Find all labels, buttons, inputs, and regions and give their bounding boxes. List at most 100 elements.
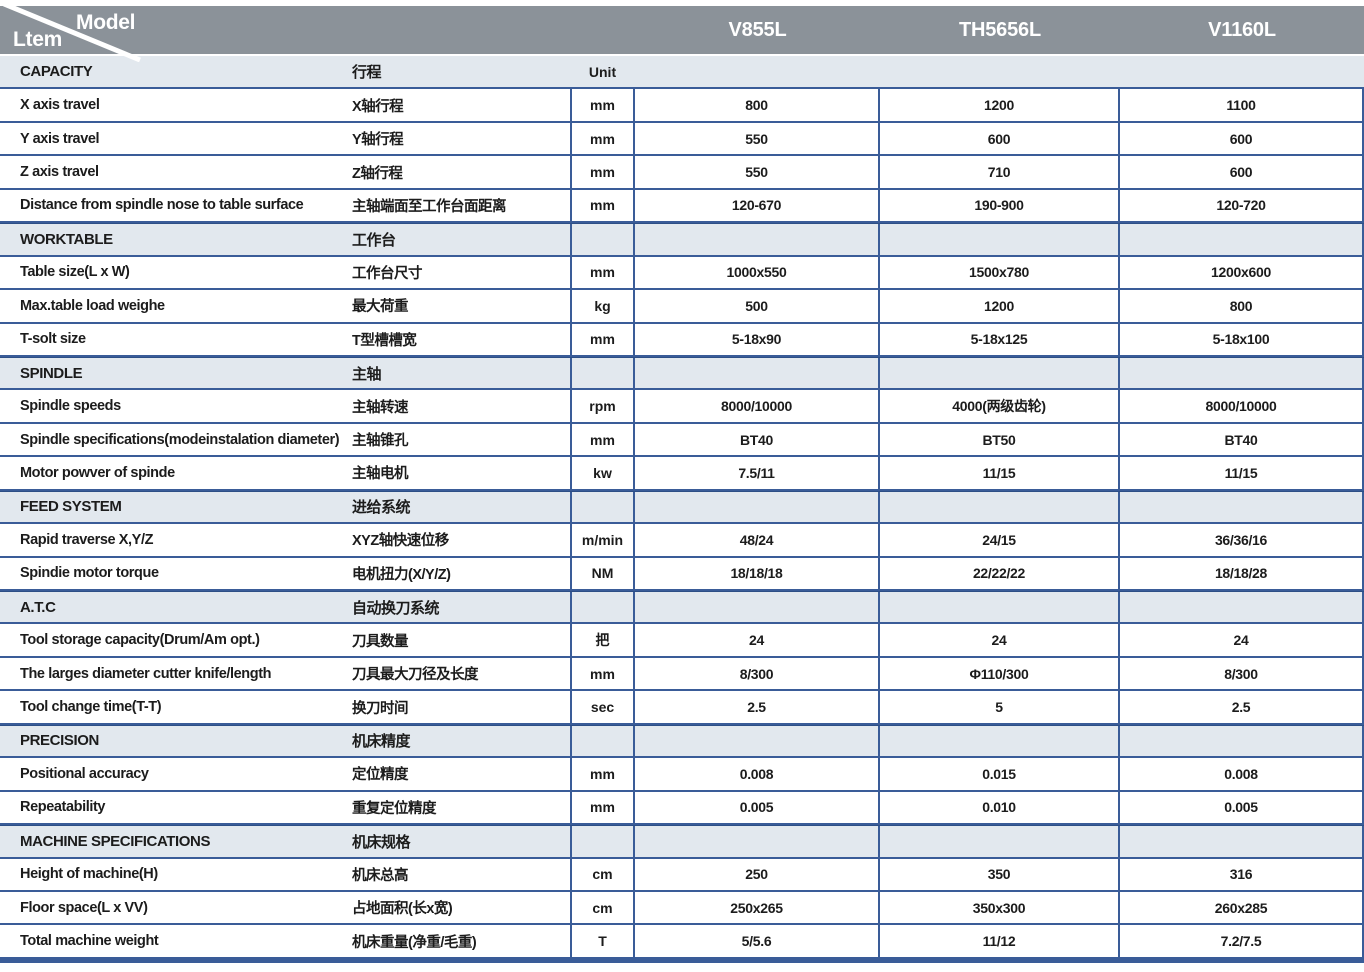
model-column-v855l: V855L xyxy=(728,18,787,41)
section-value-cell xyxy=(635,357,880,389)
spec-unit: mm xyxy=(570,323,635,355)
spec-value-v1160l: 120-720 xyxy=(1120,189,1364,222)
section-value-cell xyxy=(1120,224,1364,255)
spec-value-th5656l: 1500x780 xyxy=(880,256,1120,289)
diagonal-divider-icon xyxy=(3,6,141,62)
spec-row: Height of machine(H) 机床总高 cm 250 350 316 xyxy=(0,858,1364,892)
section-value-cell xyxy=(880,592,1120,623)
spec-label-zh: 刀具数量 xyxy=(352,633,409,650)
spec-value-th5656l: 710 xyxy=(880,156,1120,188)
section-row: WORKTABLE 工作台 xyxy=(0,223,1364,257)
spec-row: Spindle specifications(modeinstalation d… xyxy=(0,423,1364,458)
spec-value-v1160l: 800 xyxy=(1120,290,1364,322)
spec-unit: mm xyxy=(570,791,635,824)
spec-value-th5656l: 350 xyxy=(880,858,1120,890)
spec-value-v855l: 1000x550 xyxy=(635,256,880,289)
spec-value-v1160l: 5-18x100 xyxy=(1120,323,1364,355)
spec-value-v855l: 8000/10000 xyxy=(635,390,880,422)
spec-value-th5656l: 4000(两级齿轮) xyxy=(880,390,1120,422)
spec-value-v1160l: 36/36/16 xyxy=(1120,524,1364,556)
spec-row: Z axis travel Z轴行程 mm 550 710 600 xyxy=(0,156,1364,190)
section-title-zh: 机床规格 xyxy=(352,833,411,851)
spec-table-body: CAPACITY 行程 Unit X axis travel X轴行程 mm 8… xyxy=(0,56,1364,963)
spec-label-en: Y axis travel xyxy=(20,130,100,147)
spec-label-en: Spindie motor torque xyxy=(20,565,159,582)
spec-label-en: Max.table load weighe xyxy=(20,297,165,314)
section-title-en: CAPACITY xyxy=(20,63,93,81)
spec-value-v855l: 8/300 xyxy=(635,657,880,690)
spec-value-v855l: 550 xyxy=(635,156,880,188)
spec-label-en: Z axis travel xyxy=(20,164,99,181)
model-column-th5656l: TH5656L xyxy=(959,18,1041,41)
spec-value-th5656l: 600 xyxy=(880,122,1120,155)
spec-label-zh: 机床重量(净重/毛重) xyxy=(352,934,477,951)
spec-value-v1160l: 7.2/7.5 xyxy=(1120,925,1364,957)
section-title-zh: 主轴 xyxy=(352,365,382,383)
spec-value-v1160l: 260x285 xyxy=(1120,891,1364,924)
section-unit-cell: Unit xyxy=(588,63,617,80)
spec-unit: mm xyxy=(570,189,635,222)
section-unit-cell xyxy=(570,826,635,857)
spec-value-th5656l: 5-18x125 xyxy=(880,323,1120,355)
spec-row: Table size(L x W) 工作台尺寸 mm 1000x550 1500… xyxy=(0,256,1364,291)
spec-label-zh: 占地面积(长x宽) xyxy=(352,901,453,918)
spec-value-v855l: 550 xyxy=(635,122,880,155)
spec-row: Tool storage capacity(Drum/Am opt.) 刀具数量… xyxy=(0,624,1364,658)
spec-unit: rpm xyxy=(570,390,635,422)
item-header-label: Ltem xyxy=(13,28,62,51)
section-value-cell xyxy=(1120,357,1364,389)
spec-value-v1160l: 8/300 xyxy=(1120,657,1364,690)
spec-value-th5656l: BT50 xyxy=(880,423,1120,456)
table-header-band: Model Ltem V855L TH5656L V1160L xyxy=(0,6,1364,62)
section-value-cell xyxy=(1120,826,1364,857)
spec-unit: NM xyxy=(570,557,635,589)
spec-value-v855l: 24 xyxy=(635,624,880,656)
spec-label-en: Table size(L x W) xyxy=(20,264,130,281)
header-gap xyxy=(0,54,1364,56)
section-value-cell xyxy=(1120,491,1364,523)
spec-unit: sec xyxy=(570,691,635,723)
section-value-cell xyxy=(635,725,880,757)
spec-value-v1160l: 600 xyxy=(1120,156,1364,188)
section-title-zh: 进给系统 xyxy=(352,499,411,517)
section-value-cell xyxy=(1120,725,1364,757)
spec-value-v1160l: BT40 xyxy=(1120,423,1364,456)
spec-row: Repeatability 重复定位精度 mm 0.005 0.010 0.00… xyxy=(0,791,1364,826)
spec-label-en: Rapid traverse X,Y/Z xyxy=(20,531,154,548)
spec-label-en: Positional accuracy xyxy=(20,765,149,782)
model-column-v1160l: V1160L xyxy=(1208,18,1276,41)
spec-value-v855l: 250 xyxy=(635,858,880,890)
spec-value-th5656l: 22/22/22 xyxy=(880,557,1120,589)
section-title-en: PRECISION xyxy=(20,732,99,750)
section-title-en: FEED SYSTEM xyxy=(20,498,122,516)
section-value-cell xyxy=(635,224,880,255)
section-value-cell xyxy=(880,357,1120,389)
spec-unit: mm xyxy=(570,758,635,790)
section-value-cell xyxy=(1120,592,1364,623)
spec-row: Positional accuracy 定位精度 mm 0.008 0.015 … xyxy=(0,758,1364,792)
section-title-zh: 自动换刀系统 xyxy=(352,599,440,617)
spec-row: Y axis travel Y轴行程 mm 550 600 600 xyxy=(0,122,1364,157)
spec-label-zh: 主轴锥孔 xyxy=(352,433,409,450)
section-row: FEED SYSTEM 进给系统 xyxy=(0,490,1364,525)
spec-value-v855l: 250x265 xyxy=(635,891,880,924)
section-row: MACHINE SPECIFICATIONS 机床规格 xyxy=(0,825,1364,859)
spec-value-v855l: 2.5 xyxy=(635,691,880,723)
section-value-cell xyxy=(880,56,1120,87)
section-value-cell xyxy=(880,224,1120,255)
spec-value-v855l: 120-670 xyxy=(635,189,880,222)
spec-unit: 把 xyxy=(570,624,635,656)
spec-row: Motor powver of spinde 主轴电机 kw 7.5/11 11… xyxy=(0,457,1364,491)
spec-label-zh: 工作台尺寸 xyxy=(352,265,423,282)
spec-label-en: Tool storage capacity(Drum/Am opt.) xyxy=(20,632,260,649)
spec-label-en: The larges diameter cutter knife/length xyxy=(20,665,272,682)
spec-value-v855l: BT40 xyxy=(635,423,880,456)
section-unit-cell xyxy=(570,224,635,255)
spec-unit: kg xyxy=(570,290,635,322)
spec-label-en: Tool change time(T-T) xyxy=(20,699,162,716)
section-value-cell xyxy=(635,826,880,857)
spec-unit: mm xyxy=(570,423,635,456)
spec-label-zh: 电机扭力(X/Y/Z) xyxy=(352,566,451,583)
section-title-zh: 机床精度 xyxy=(352,733,411,751)
spec-unit: mm xyxy=(570,657,635,690)
